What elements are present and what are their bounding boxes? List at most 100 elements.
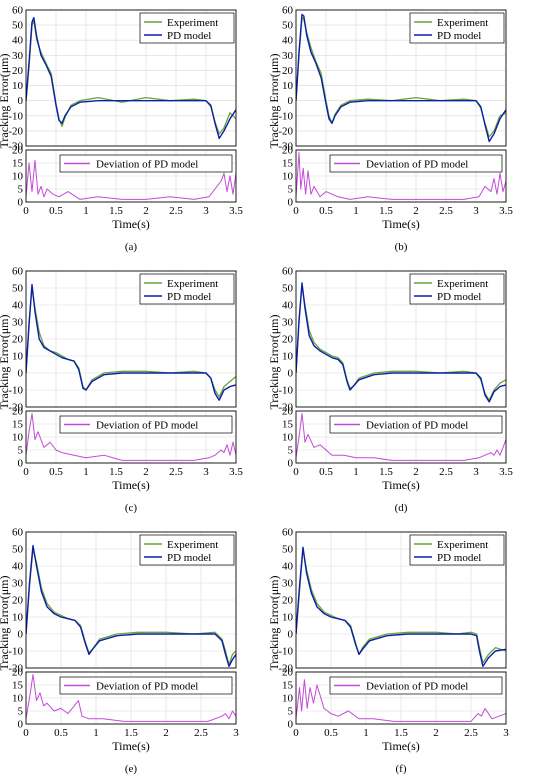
series-line-deviation-of-pd-model xyxy=(26,413,236,461)
y-axis-label: Tracking Error(μm) xyxy=(0,576,11,671)
legend-label: Deviation of PD model xyxy=(366,681,468,693)
y-tick-label: 10 xyxy=(12,351,24,363)
x-tick-label: 2.5 xyxy=(439,466,453,478)
y-tick-label: -20 xyxy=(278,402,293,414)
y-tick-label: 15 xyxy=(282,158,294,170)
legend: Deviation of PD model xyxy=(59,676,233,695)
y-tick-label: 0 xyxy=(288,197,294,209)
y-tick-label: 40 xyxy=(12,35,24,47)
y-tick-label: 20 xyxy=(282,145,294,157)
legend-box xyxy=(329,154,503,173)
x-tick-label: 0 xyxy=(23,727,29,739)
y-tick-label: -20 xyxy=(8,663,23,675)
x-tick-label: 0 xyxy=(293,727,299,739)
y-tick-label: 10 xyxy=(12,80,24,92)
plot-frame xyxy=(25,270,237,408)
y-tick-label: 20 xyxy=(12,595,24,607)
y-axis-label: Tracking Error(μm) xyxy=(267,576,281,671)
x-tick-label: 2 xyxy=(143,205,149,217)
legend-label: Experiment xyxy=(167,539,218,551)
x-tick-label: 2 xyxy=(413,205,419,217)
y-tick-label: 20 xyxy=(282,65,294,77)
series-line-deviation-of-pd-model xyxy=(296,413,506,461)
x-tick-label: 1 xyxy=(93,727,99,739)
y-tick-label: 20 xyxy=(282,334,294,346)
x-tick-label: 1 xyxy=(363,727,369,739)
y-tick-label: 40 xyxy=(282,561,294,573)
legend: Deviation of PD model xyxy=(329,415,503,434)
y-tick-label: 50 xyxy=(282,283,294,295)
y-tick-label: 50 xyxy=(282,544,294,556)
x-tick-label: 3 xyxy=(203,205,209,217)
panel-caption: (d) xyxy=(395,502,408,514)
plot-frame xyxy=(295,671,507,725)
x-tick-label: 3.5 xyxy=(499,205,513,217)
y-tick-label: 60 xyxy=(12,5,24,17)
x-tick-label: 1.5 xyxy=(394,727,408,739)
series-line-pd-model xyxy=(26,544,236,667)
panel-caption: (b) xyxy=(395,241,408,253)
y-tick-label: 10 xyxy=(12,693,24,705)
x-tick-label: 2.5 xyxy=(169,205,183,217)
x-axis-label: Time(s) xyxy=(382,739,420,753)
panel-caption: (c) xyxy=(125,502,138,514)
plot-frame xyxy=(25,531,237,669)
y-tick-label: 0 xyxy=(288,368,294,380)
legend-label: PD model xyxy=(437,552,481,564)
y-tick-label: 20 xyxy=(282,667,294,679)
y-axis-label: Tracking Error(μm) xyxy=(0,315,11,410)
y-tick-label: 30 xyxy=(12,317,24,329)
x-tick-label: 0 xyxy=(293,205,299,217)
y-tick-label: 0 xyxy=(18,458,24,470)
y-tick-label: 20 xyxy=(12,667,24,679)
legend-label: PD model xyxy=(167,291,211,303)
y-tick-label: 30 xyxy=(12,578,24,590)
y-tick-label: 40 xyxy=(12,300,24,312)
y-tick-label: -10 xyxy=(278,646,293,658)
y-tick-label: 0 xyxy=(18,368,24,380)
y-tick-label: 20 xyxy=(12,65,24,77)
plot-frame xyxy=(25,149,237,203)
x-tick-label: 0 xyxy=(23,466,29,478)
x-tick-label: 3.5 xyxy=(229,466,243,478)
series-line-deviation-of-pd-model xyxy=(296,152,506,200)
x-tick-label: 3 xyxy=(203,466,209,478)
y-tick-label: 0 xyxy=(18,719,24,731)
legend-box xyxy=(59,154,233,173)
legend-label: Deviation of PD model xyxy=(366,159,468,171)
y-tick-label: 60 xyxy=(282,527,294,539)
y-tick-label: 5 xyxy=(18,184,24,196)
legend-box xyxy=(409,273,505,305)
x-axis-label: Time(s) xyxy=(382,478,420,492)
legend-label: Experiment xyxy=(167,278,218,290)
y-tick-label: -30 xyxy=(278,141,293,153)
panel-caption: (a) xyxy=(125,241,138,253)
y-tick-label: 10 xyxy=(282,171,294,183)
y-tick-label: 15 xyxy=(282,419,294,431)
legend-box xyxy=(59,415,233,434)
y-tick-label: 20 xyxy=(12,334,24,346)
x-tick-label: 1.5 xyxy=(379,466,393,478)
y-axis-label: Tracking Error(μm) xyxy=(0,54,11,149)
series-line-pd-model xyxy=(296,546,506,667)
legend-box xyxy=(59,676,233,695)
y-tick-label: 0 xyxy=(18,95,24,107)
y-tick-label: 0 xyxy=(288,629,294,641)
x-tick-label: 0.5 xyxy=(54,727,68,739)
x-tick-label: 1 xyxy=(83,205,89,217)
y-tick-label: 5 xyxy=(18,706,24,718)
plot-frame xyxy=(295,149,507,203)
y-tick-label: 0 xyxy=(288,719,294,731)
x-tick-label: 3 xyxy=(473,466,479,478)
y-tick-label: 30 xyxy=(282,578,294,590)
